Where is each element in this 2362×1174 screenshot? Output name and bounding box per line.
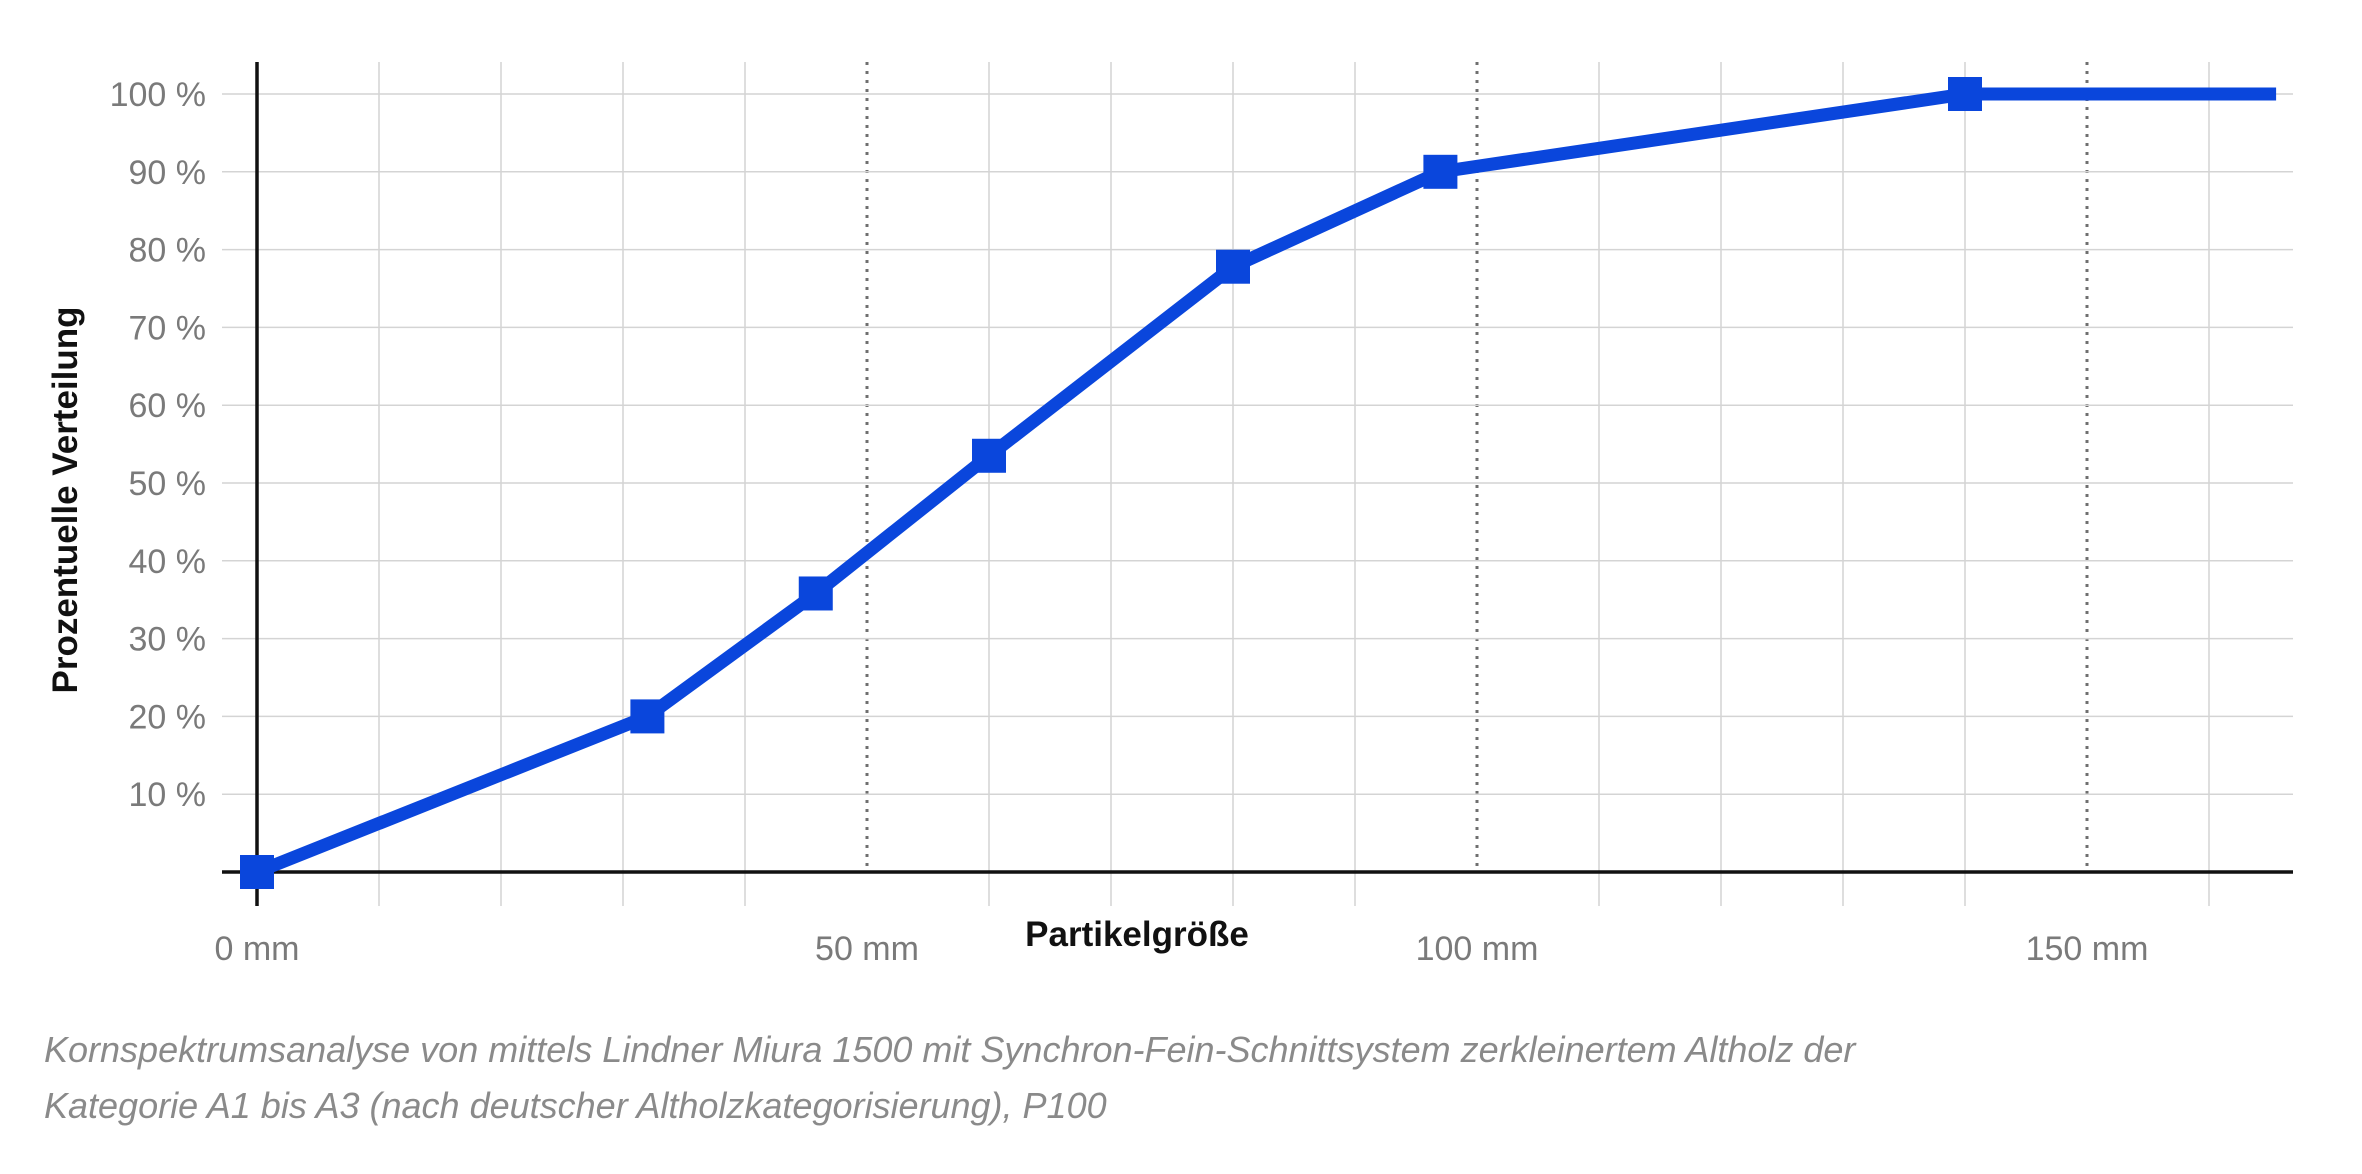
tick-labels: 10 % 20 % 30 % 40 % 50 % 60 % 70 % 80 % 90 % 100 …: [110, 76, 2149, 968]
x-tick-label: 150 mm: [2026, 930, 2149, 968]
data-point-marker: [1423, 154, 1458, 189]
y-tick-label: 60 %: [129, 387, 207, 425]
x-tick-label: 50 mm: [815, 930, 919, 968]
y-tick-label: 70 %: [129, 309, 207, 347]
data-point-marker: [972, 438, 1006, 473]
data-point-marker: [240, 855, 274, 889]
grid-layer: [222, 62, 2293, 906]
series-line: [254, 87, 2277, 879]
y-tick-label: 20 %: [129, 698, 207, 736]
y-tick-label: 80 %: [129, 232, 207, 270]
data-point-marker: [630, 699, 665, 734]
x-axis-label: Partikelgröße: [1025, 915, 1249, 954]
y-tick-label: 40 %: [129, 543, 207, 581]
y-tick-label: 100 %: [110, 76, 206, 114]
y-tick-label: 30 %: [129, 621, 207, 659]
y-axis-label: Prozentuelle Verteilung: [46, 306, 85, 693]
caption-line-1: Kornspektrumsanalyse von mittels Lindner…: [44, 1029, 1856, 1070]
data-point-marker: [798, 576, 833, 611]
x-tick-label: 100 mm: [1416, 930, 1539, 968]
data-point-marker: [1216, 249, 1250, 284]
x-tick-label: 0 mm: [215, 930, 300, 968]
y-tick-label: 10 %: [129, 776, 207, 814]
figure-caption: Kornspektrumsanalyse von mittels Lindner…: [44, 1022, 2294, 1134]
caption-line-2: Kategorie A1 bis A3 (nach deutscher Alth…: [44, 1085, 1107, 1126]
y-tick-label: 90 %: [129, 154, 207, 192]
axes-layer: [222, 62, 2293, 906]
particle-size-chart: 10 % 20 % 30 % 40 % 50 % 60 % 70 % 80 % 90 % 100 …: [46, 62, 2293, 968]
y-tick-label: 50 %: [129, 465, 207, 503]
data-point-marker: [1948, 77, 1982, 111]
series-layer: [240, 77, 2277, 889]
